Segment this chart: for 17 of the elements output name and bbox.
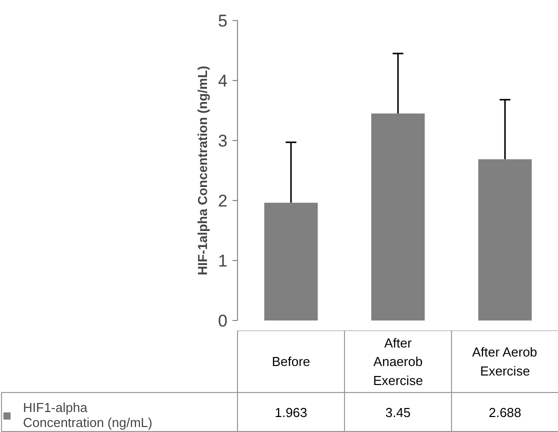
legend-label: HIF1-alpha Concentration (ng/mL) (23, 400, 152, 430)
bar (478, 159, 532, 320)
y-tick-label: 4 (218, 72, 228, 90)
y-tick-label: 1 (218, 252, 228, 270)
x-tick-label: After Aerob Exercise (472, 344, 538, 378)
y-tick-label: 0 (218, 312, 228, 330)
bar (264, 202, 318, 320)
data-label: 2.688 (488, 405, 522, 420)
x-tick-label: Before (272, 354, 310, 369)
y-tick-label: 5 (218, 12, 228, 30)
x-tick-label: After Anaerob Exercise (373, 335, 423, 388)
bar (371, 114, 425, 320)
y-axis-title: HIF-1alpha Concentration (ng/mL) (195, 66, 210, 276)
y-tick-label: 3 (218, 132, 228, 150)
data-label: 3.45 (385, 405, 411, 420)
y-tick-label: 2 (218, 192, 228, 210)
data-label: 1.963 (274, 405, 308, 420)
